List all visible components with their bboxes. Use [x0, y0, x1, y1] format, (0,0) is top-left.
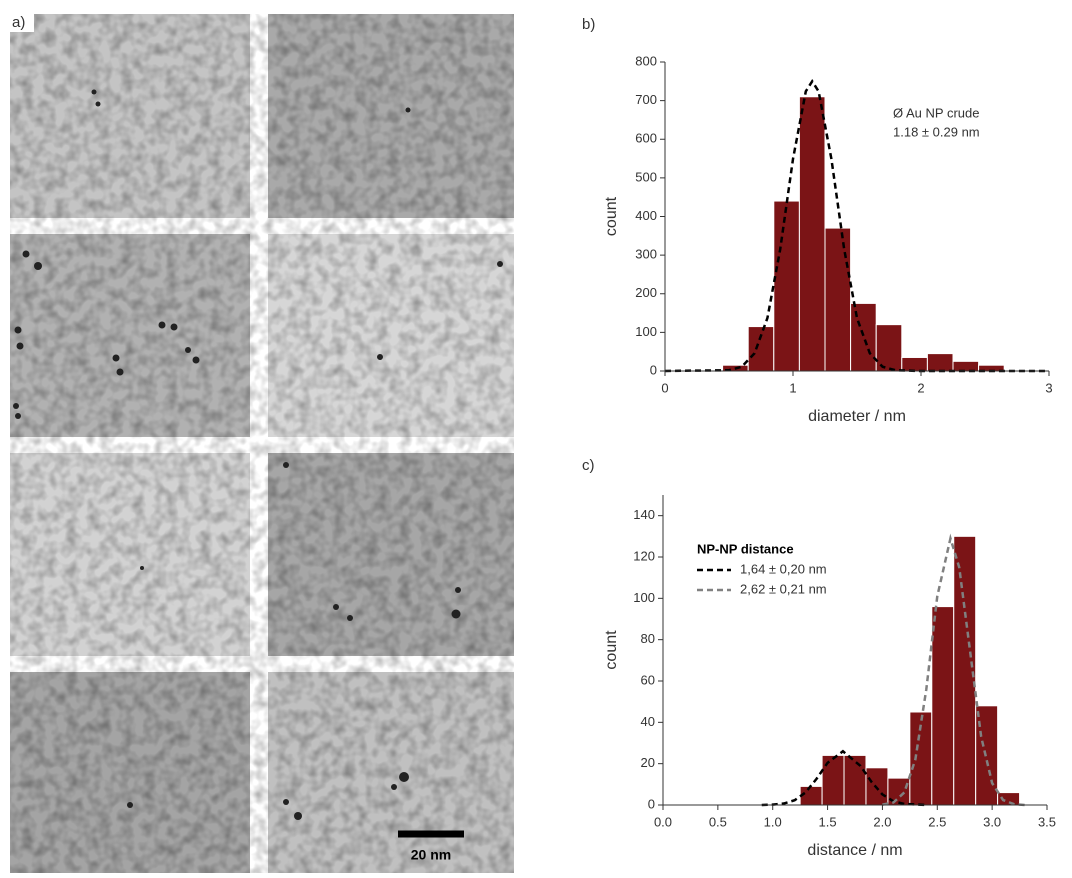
y-tick-label: 600: [635, 131, 657, 146]
y-axis-title: count: [603, 630, 620, 670]
y-tick-label: 120: [633, 548, 655, 563]
annotation: 1.18 ± 0.29 nm: [893, 124, 980, 139]
x-tick-label: 0.5: [709, 814, 727, 829]
x-tick-label: 3: [1045, 380, 1052, 395]
y-tick-label: 300: [635, 247, 657, 262]
bar: [843, 754, 867, 806]
x-tick-label: 2: [917, 380, 924, 395]
x-axis-title: diameter / nm: [808, 408, 906, 425]
y-tick-label: 800: [635, 53, 657, 68]
annotation: Ø Au NP crude: [893, 105, 979, 120]
x-tick-label: 3.0: [983, 814, 1001, 829]
y-tick-label: 400: [635, 208, 657, 223]
texture: [10, 14, 514, 873]
x-tick-label: 0: [661, 380, 668, 395]
legend-label: 1,64 ± 0,20 nm: [740, 561, 827, 576]
label-background: [10, 14, 34, 32]
bar: [824, 227, 852, 372]
bar: [821, 754, 845, 806]
fit-curve: [882, 533, 1026, 807]
scale-bar-label: 20 nm: [411, 847, 451, 863]
panel-label: b): [582, 16, 595, 33]
y-tick-label: 0: [650, 362, 657, 377]
y-tick-label: 0: [648, 796, 655, 811]
bar: [747, 326, 775, 372]
y-tick-label: 100: [633, 590, 655, 605]
x-tick-label: 1.0: [764, 814, 782, 829]
bar: [850, 302, 877, 372]
y-axis-title: count: [603, 196, 620, 236]
y-tick-label: 500: [635, 169, 657, 184]
y-tick-label: 200: [635, 285, 657, 300]
x-tick-label: 0.0: [654, 814, 672, 829]
fit-curve: [664, 78, 1049, 373]
tem-images: a) 20 nm: [10, 14, 514, 873]
panel-label: c): [582, 457, 595, 474]
y-tick-label: 140: [633, 507, 655, 522]
x-tick-label: 1: [789, 380, 796, 395]
y-tick-label: 60: [641, 672, 655, 687]
x-tick-label: 1.5: [819, 814, 837, 829]
bar: [798, 96, 826, 372]
panel-label: a): [12, 14, 25, 31]
bar: [799, 785, 823, 806]
y-tick-label: 40: [641, 714, 655, 729]
y-tick-label: 80: [641, 631, 655, 646]
x-axis-title: distance / nm: [807, 842, 902, 859]
bar: [926, 353, 954, 372]
bar: [953, 535, 977, 806]
x-tick-label: 2.5: [928, 814, 946, 829]
y-tick-label: 700: [635, 92, 657, 107]
bar: [875, 324, 903, 372]
fit-curve: [761, 749, 927, 807]
legend-label: 2,62 ± 0,21 nm: [740, 581, 827, 596]
bar: [773, 200, 800, 372]
x-tick-label: 2.0: [873, 814, 891, 829]
bar: [901, 356, 928, 372]
y-tick-label: 20: [641, 755, 655, 770]
bar: [931, 606, 955, 806]
bar: [952, 360, 980, 372]
x-tick-label: 3.5: [1038, 814, 1056, 829]
y-tick-label: 100: [635, 324, 657, 339]
legend-title: NP-NP distance: [697, 541, 794, 556]
particles: [13, 89, 503, 820]
